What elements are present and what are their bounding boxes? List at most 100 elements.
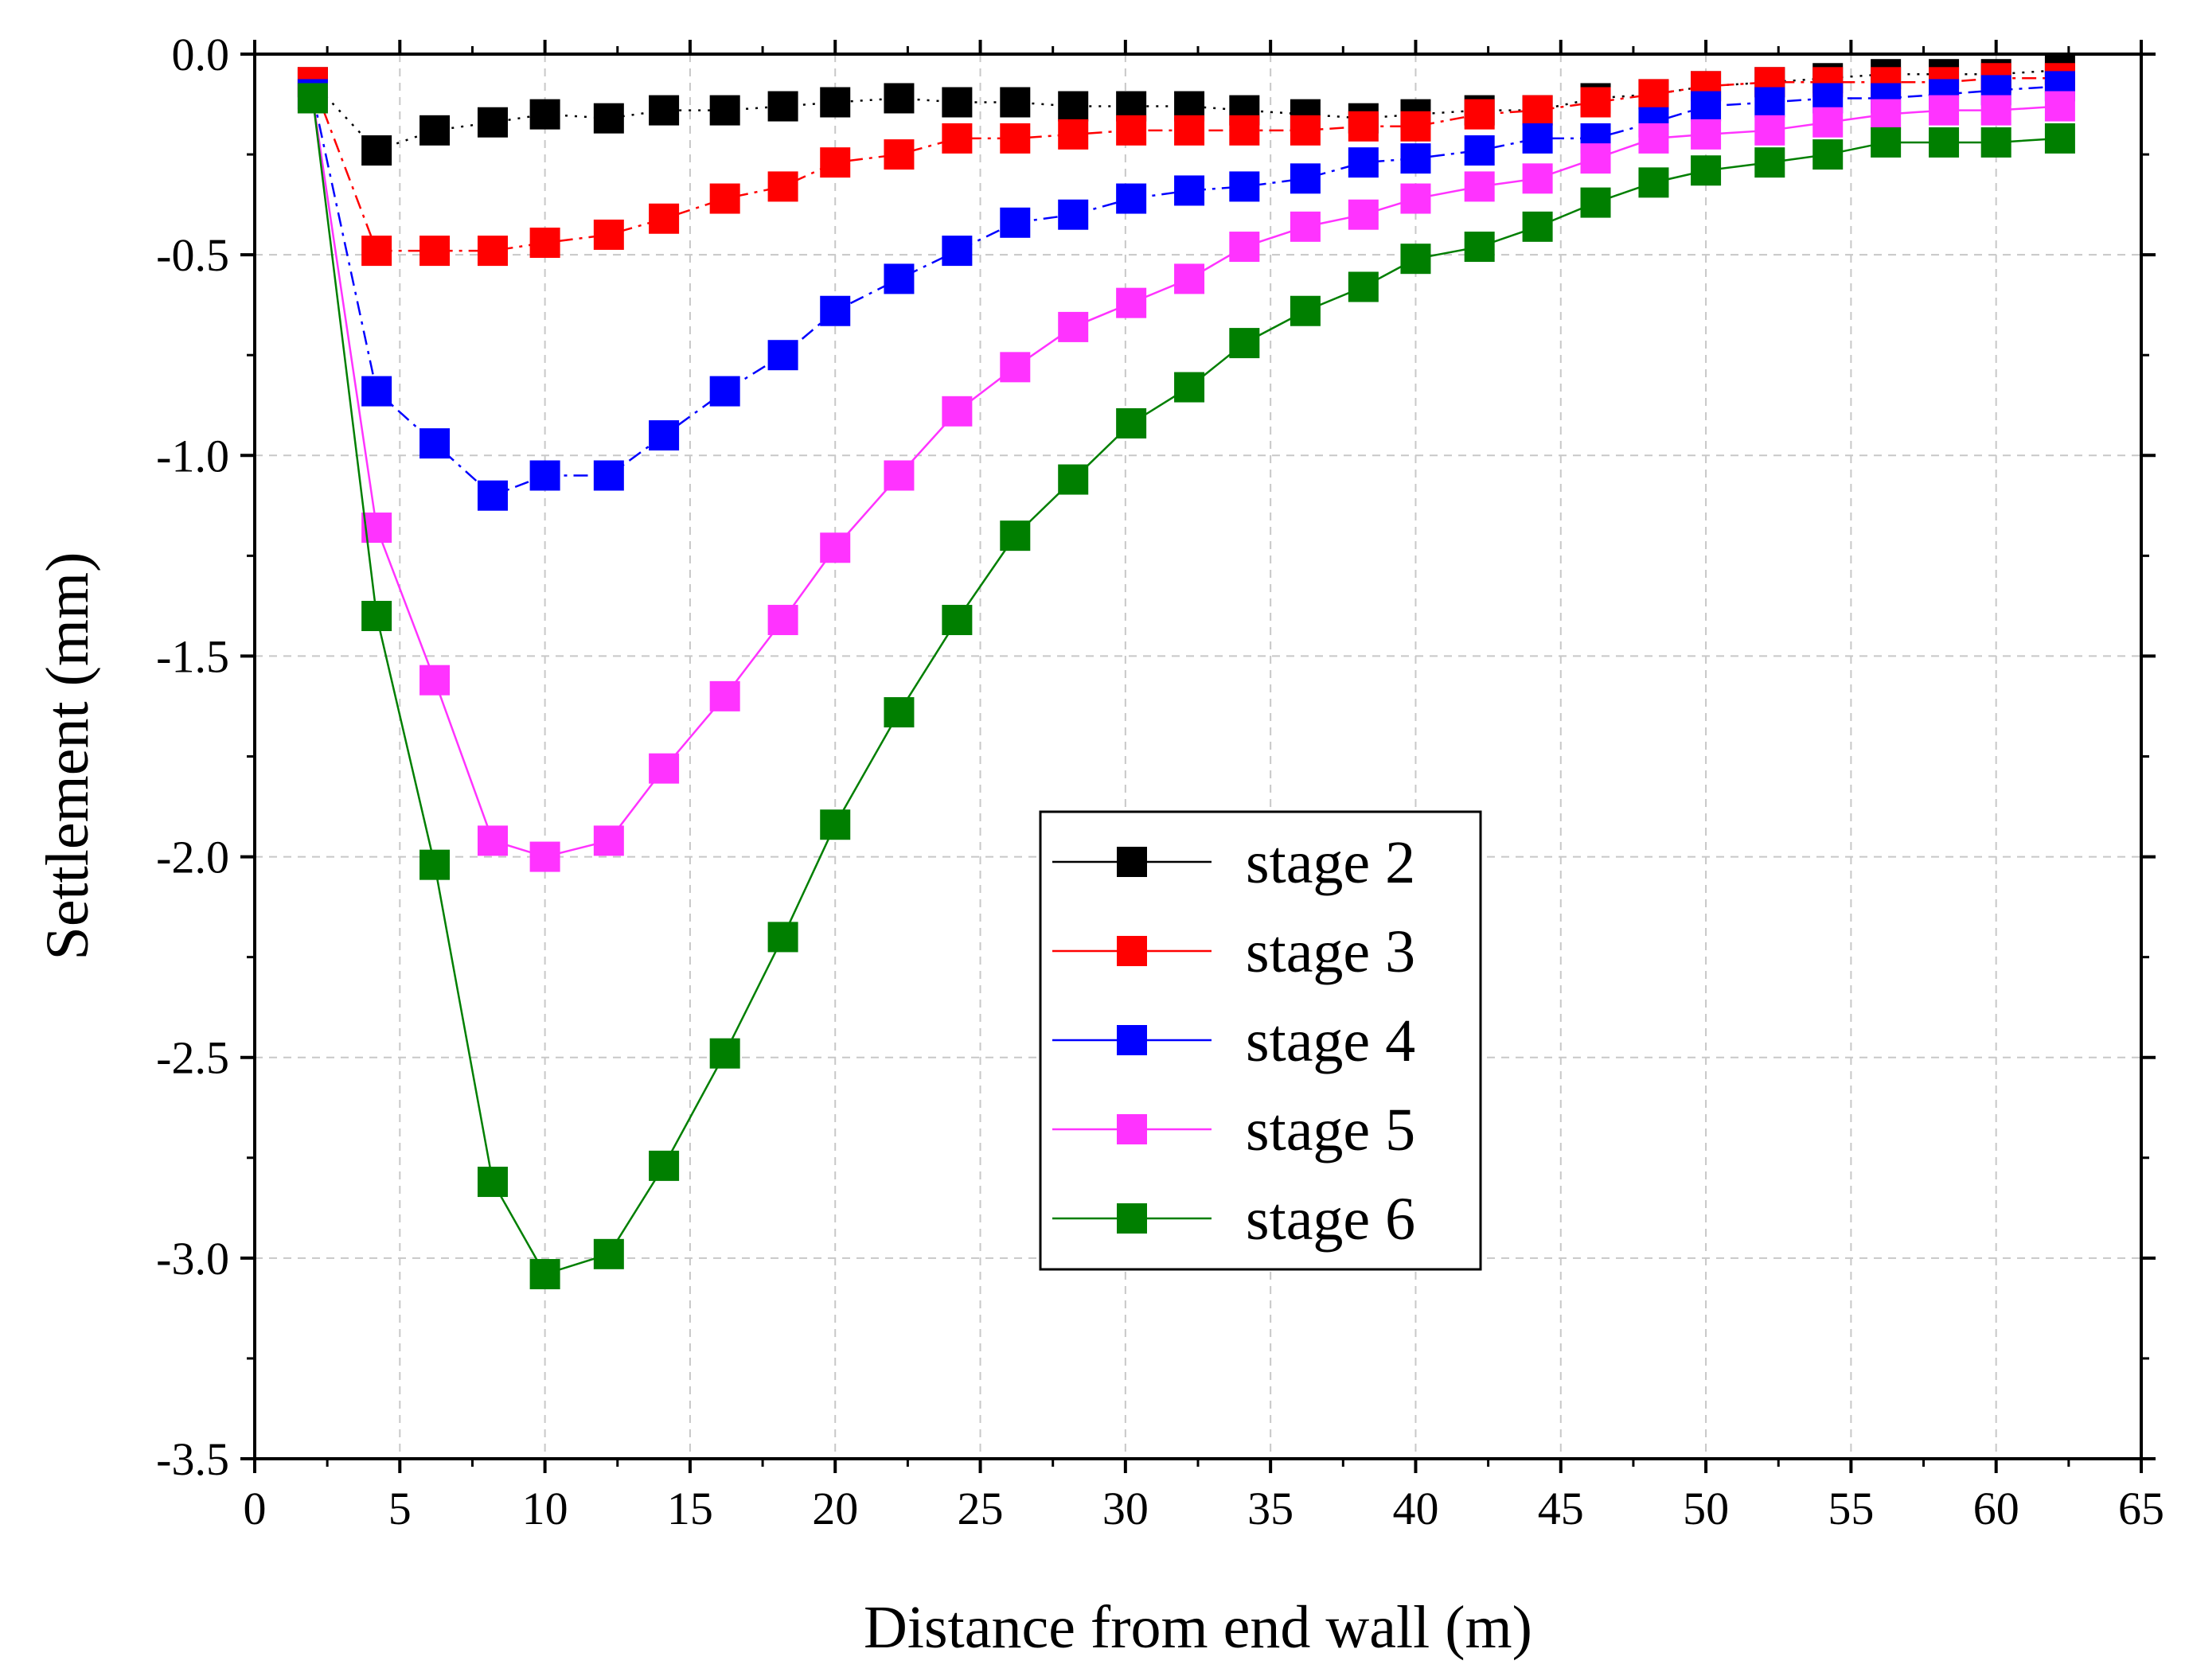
y-tick-label: -2.5 — [156, 1032, 229, 1084]
data-point — [1116, 287, 1147, 318]
data-point — [1638, 167, 1669, 198]
data-point — [942, 87, 973, 118]
data-point — [1522, 211, 1553, 242]
data-point — [1174, 175, 1205, 206]
data-point — [884, 139, 915, 170]
x-tick-label: 15 — [667, 1483, 713, 1534]
x-tick-label: 65 — [2118, 1483, 2164, 1534]
data-point — [297, 83, 328, 114]
data-point — [1638, 79, 1669, 110]
data-point — [477, 480, 508, 511]
data-point — [649, 753, 680, 784]
data-point — [767, 171, 798, 202]
data-point — [1290, 295, 1321, 326]
data-point — [767, 340, 798, 371]
data-point — [1174, 372, 1205, 403]
data-point — [767, 922, 798, 953]
data-point — [1580, 87, 1611, 118]
data-point — [361, 376, 392, 407]
legend-label: stage 2 — [1246, 829, 1415, 896]
data-point — [1290, 163, 1321, 194]
legend-label: stage 5 — [1246, 1097, 1415, 1164]
data-point — [884, 697, 915, 728]
data-point — [1691, 155, 1722, 186]
series-stage-5 — [297, 83, 2075, 872]
data-point — [1464, 232, 1495, 263]
data-point — [1229, 232, 1260, 263]
data-point — [1871, 127, 1902, 158]
data-point — [593, 825, 624, 856]
legend-marker — [1117, 1114, 1147, 1144]
data-point — [1980, 95, 2011, 126]
data-point — [2044, 123, 2075, 154]
data-point — [529, 228, 560, 259]
data-point — [820, 87, 851, 118]
series-layer — [297, 55, 2075, 1290]
data-point — [1058, 199, 1089, 230]
legend-marker — [1117, 847, 1147, 877]
data-point — [767, 605, 798, 636]
y-tick-label: 0.0 — [172, 29, 230, 80]
data-point — [820, 809, 851, 840]
data-point — [942, 236, 973, 267]
data-point — [1929, 127, 1960, 158]
y-tick-label: -2.0 — [156, 832, 229, 883]
data-point — [1348, 271, 1379, 302]
data-point — [1638, 123, 1669, 154]
data-point — [529, 841, 560, 872]
data-point — [649, 203, 680, 234]
y-tick-label: -3.5 — [156, 1433, 229, 1485]
x-tick-label: 50 — [1683, 1483, 1729, 1534]
x-tick-label: 0 — [244, 1483, 267, 1534]
data-point — [942, 123, 973, 154]
data-point — [1871, 99, 1902, 130]
data-point — [1348, 199, 1379, 230]
data-point — [1116, 115, 1147, 146]
x-tick-label: 30 — [1102, 1483, 1149, 1534]
data-point — [2044, 91, 2075, 122]
data-point — [649, 420, 680, 451]
data-point — [419, 428, 451, 459]
data-point — [593, 219, 624, 250]
y-tick-label: -1.5 — [156, 630, 229, 682]
data-point — [1691, 119, 1722, 150]
data-point — [1464, 135, 1495, 166]
legend-label: stage 6 — [1246, 1186, 1415, 1253]
data-point — [1290, 115, 1321, 146]
data-point — [1000, 207, 1031, 238]
data-point — [709, 95, 740, 126]
legend-item: stage 2 — [1052, 829, 1415, 896]
data-point — [1229, 171, 1260, 202]
data-point — [1812, 107, 1844, 138]
legend-label: stage 3 — [1246, 918, 1415, 985]
data-point — [1464, 99, 1495, 130]
data-point — [529, 99, 560, 130]
data-point — [1812, 139, 1844, 170]
data-point — [419, 665, 451, 696]
data-point — [820, 532, 851, 563]
data-point — [1400, 183, 1431, 214]
data-point — [1290, 211, 1321, 242]
data-point — [1229, 328, 1260, 359]
y-tick-label: -3.0 — [156, 1233, 229, 1284]
data-point — [477, 825, 508, 856]
data-point — [649, 95, 680, 126]
x-tick-label: 5 — [388, 1483, 412, 1534]
data-point — [1400, 111, 1431, 142]
legend-item: stage 5 — [1052, 1097, 1415, 1164]
data-point — [1580, 187, 1611, 218]
data-point — [593, 460, 624, 491]
x-tick-label: 40 — [1392, 1483, 1438, 1534]
data-point — [709, 376, 740, 407]
data-point — [1174, 263, 1205, 294]
data-point — [1116, 183, 1147, 214]
legend-marker — [1117, 1203, 1147, 1234]
data-point — [1929, 95, 1960, 126]
grid — [255, 54, 2141, 1459]
data-point — [1691, 91, 1722, 122]
data-point — [593, 1238, 624, 1269]
x-tick-label: 45 — [1538, 1483, 1584, 1534]
data-point — [884, 460, 915, 491]
data-point — [709, 1038, 740, 1069]
